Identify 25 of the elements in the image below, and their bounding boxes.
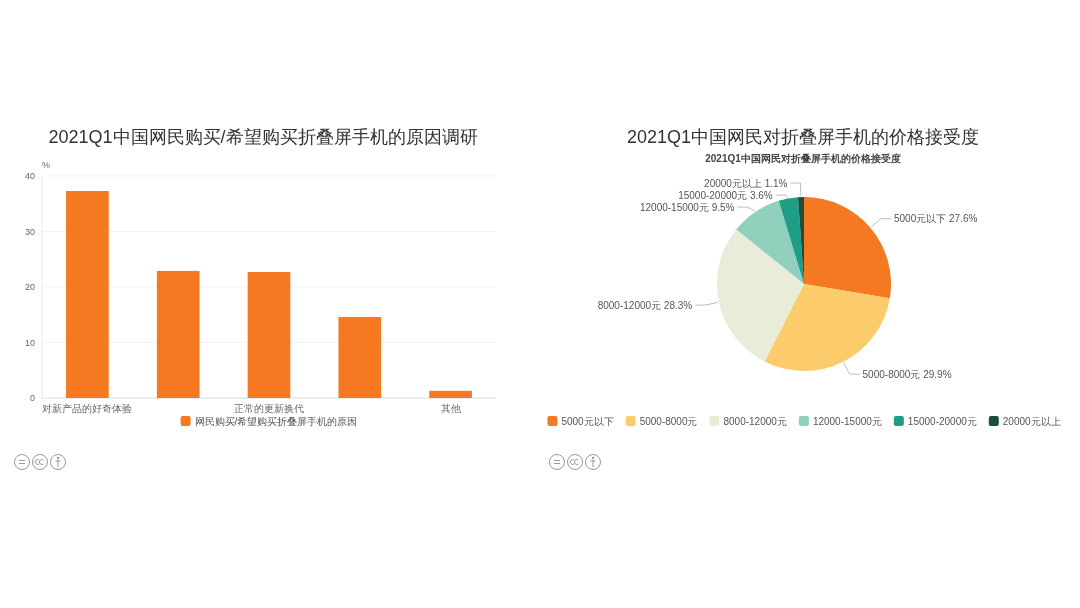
- chart-subtitle: 2021Q1中国网民对折叠屏手机的价格接受度: [705, 153, 901, 164]
- legend-label: 12000-15000元: [812, 416, 882, 427]
- category-label: 8000-12000元 28.3%: [597, 299, 693, 311]
- y-tick-label: 30: [24, 226, 35, 237]
- category-label: 5000元以下 27.6%: [894, 213, 978, 225]
- category-label: 12000-15000元 9.5%: [639, 201, 735, 213]
- x-tick-label: 正常的更新换代: [234, 403, 304, 414]
- chart-title: 2021Q1中国网民购买/希望购买折叠屏手机的原因调研: [48, 127, 478, 147]
- category-label: 5000-8000元 29.9%: [862, 368, 952, 380]
- legend-label: 5000-8000元: [639, 416, 698, 427]
- y-tick-label: 40: [24, 171, 35, 181]
- x-tick-label: 对新产品的好奇体验: [42, 403, 133, 414]
- y-tick-label: 10: [24, 337, 35, 348]
- legend-label: 15000-20000元: [907, 416, 977, 427]
- chart-title: 2021Q1中国网民对折叠屏手机的价格接受度: [626, 127, 980, 147]
- category-label: 20000元以上 1.1%: [704, 177, 788, 189]
- legend-label: 5000元以下: [561, 416, 614, 427]
- legend-label: 8000-12000元: [723, 416, 787, 427]
- legend: 网民购买/希望购买折叠屏手机的原因: [180, 416, 358, 427]
- x-tick-label: 其他: [440, 403, 461, 414]
- category-label: 15000-20000元 3.6%: [678, 189, 773, 201]
- y-axis-title: %: [42, 160, 51, 170]
- legend-label: 20000元以上: [1002, 416, 1061, 427]
- y-tick-label: 0: [29, 393, 35, 403]
- y-tick-label: 20: [24, 282, 35, 292]
